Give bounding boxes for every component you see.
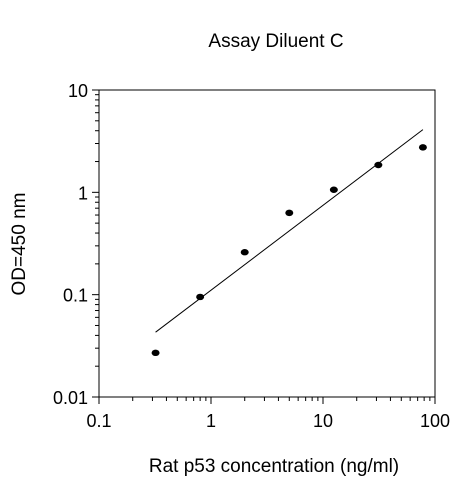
data-point [285, 209, 294, 217]
data-point [151, 349, 160, 357]
y-axis-title: OD=450 nm [9, 193, 30, 296]
y-tick-label: 1 [78, 183, 88, 203]
y-tick-label: 0.01 [53, 388, 88, 408]
data-point [374, 161, 383, 169]
data-point [240, 249, 249, 256]
y-tick-label: 10 [68, 81, 88, 101]
x-axis: 0.1 1 10 100 [86, 397, 450, 431]
chart-title: Assay Diluent C [208, 31, 343, 52]
data-points [151, 144, 427, 357]
y-axis: 0.01 0.1 1 10 [53, 81, 99, 408]
x-tick-label: 0.1 [86, 411, 111, 431]
data-point [418, 144, 427, 151]
y-tick-label: 0.1 [63, 286, 88, 306]
x-tick-label: 1 [206, 411, 216, 431]
plot-frame [98, 89, 436, 398]
x-tick-label: 100 [420, 411, 450, 431]
fit-line [155, 129, 424, 333]
x-tick-label: 10 [313, 411, 333, 431]
fit-line-group [155, 129, 424, 333]
data-point [329, 186, 338, 193]
data-point [196, 293, 205, 301]
x-axis-title: Rat p53 concentration (ng/ml) [149, 456, 399, 477]
